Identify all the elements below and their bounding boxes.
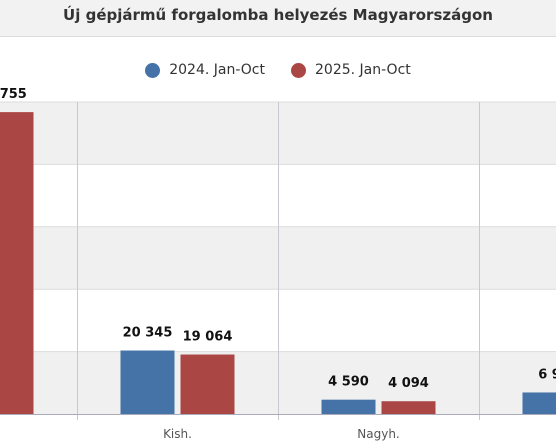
- data-label: 6 755: [0, 87, 27, 102]
- bar-2024: [120, 350, 175, 414]
- bar-2025: [0, 112, 34, 415]
- data-label: 4 094: [388, 376, 429, 391]
- bar-2024: [321, 399, 376, 414]
- data-label: 6 9: [538, 367, 556, 382]
- bar-2025: [180, 354, 235, 414]
- legend-marker-2024: [145, 62, 161, 78]
- legend-label-2024: 2024. Jan-Oct: [169, 62, 265, 78]
- legend-marker-2025: [291, 62, 306, 78]
- data-label: 20 345: [123, 326, 173, 341]
- bar-2024: [522, 392, 556, 414]
- legend-item-2024[interactable]: 2024. Jan-Oct: [145, 59, 265, 81]
- legend-item-2025[interactable]: 2025. Jan-Oct: [291, 59, 411, 81]
- legend-label-2025: 2025. Jan-Oct: [315, 62, 411, 78]
- data-label: 19 064: [183, 330, 233, 345]
- chart-title-bar: [0, 0, 556, 37]
- x-tick-label: Kish.: [163, 427, 192, 441]
- chart-legend: 2024. Jan-Oct 2025. Jan-Oct: [0, 59, 556, 81]
- bar-2025: [381, 401, 436, 414]
- chart-title: Új gépjármű forgalomba helyezés Magyaror…: [63, 6, 493, 24]
- data-label: 4 590: [328, 375, 369, 390]
- x-tick-label: Nagyh.: [357, 427, 399, 441]
